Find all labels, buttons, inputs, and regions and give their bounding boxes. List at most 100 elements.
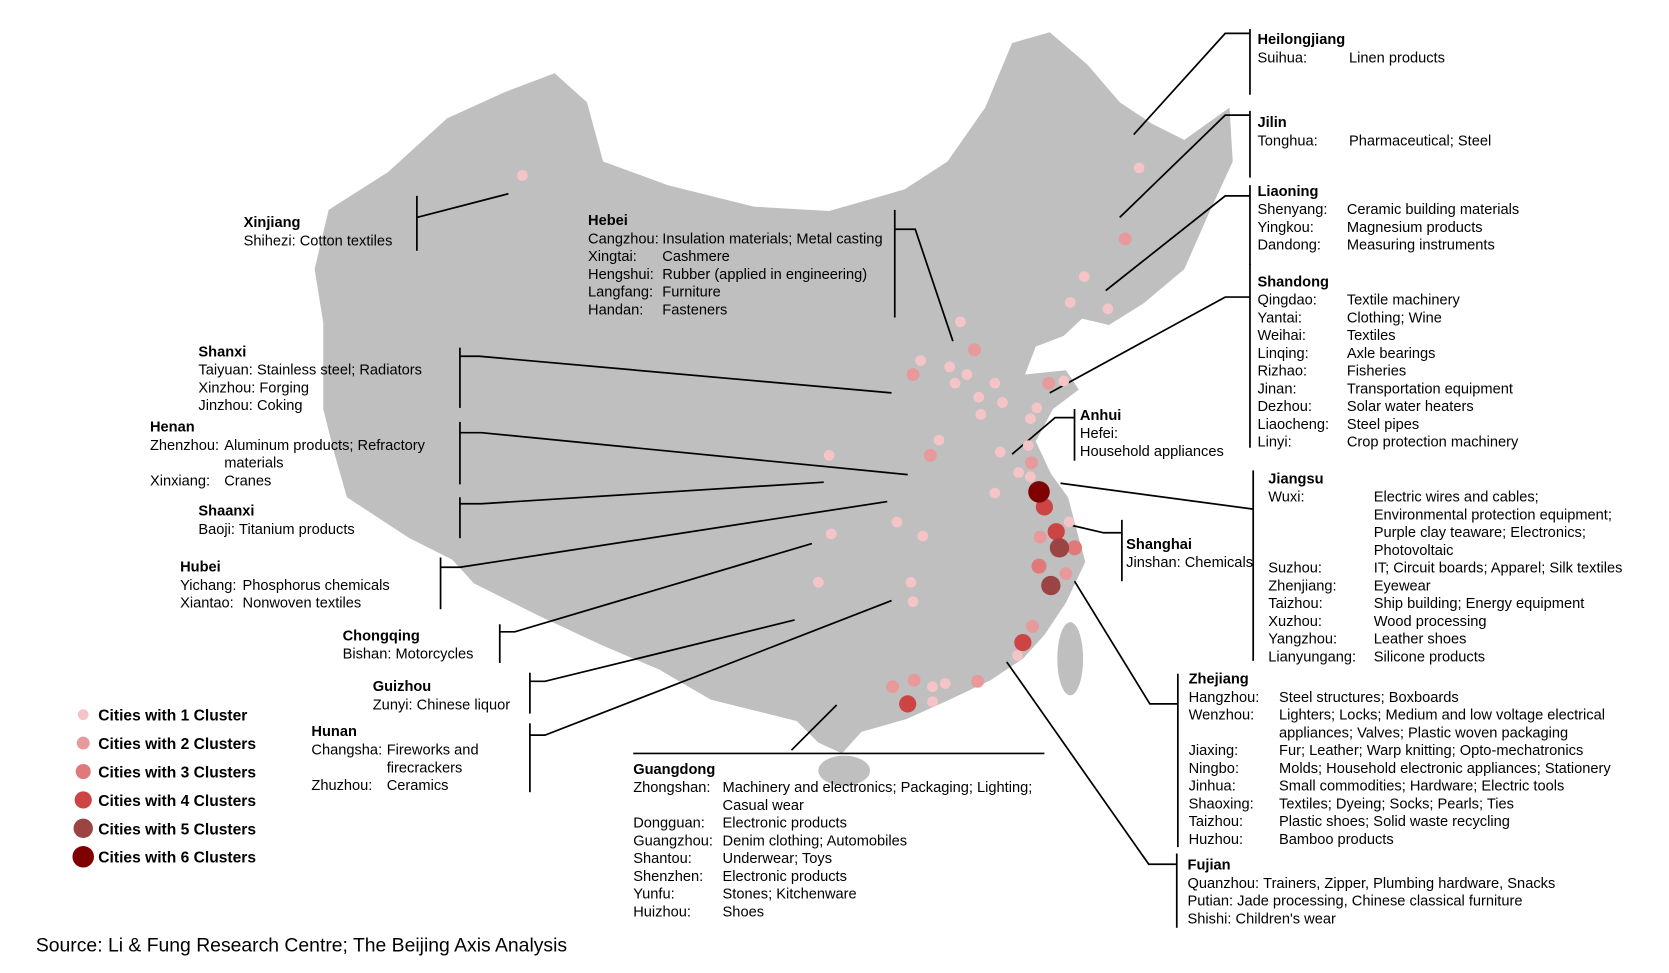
city-name: Hefei:: [1080, 426, 1118, 442]
city-products: Cranes: [224, 473, 271, 489]
city-dot-1-cluster: [994, 446, 1006, 458]
city-products: Stones; Kitchenware: [723, 887, 857, 903]
city-name: Zhenjiang:: [1268, 578, 1336, 594]
city-entry: Quanzhou: Trainers, Zipper, Plumbing har…: [1188, 876, 1556, 892]
province-label-guizhou: Guizhou Zunyi: Chinese liquor: [373, 679, 511, 713]
city-dot-5-cluster: [1041, 575, 1061, 596]
city-dot-1-cluster: [1012, 650, 1023, 661]
city-dot-1-cluster: [955, 316, 966, 328]
city-dot-1-cluster: [1102, 303, 1114, 315]
city-name: Jinhua:: [1189, 779, 1236, 795]
city-products: Household appliances: [1080, 444, 1224, 460]
city-dot-1-cluster: [1078, 271, 1090, 282]
city-products: Furniture: [662, 285, 721, 301]
city-name: Baoji:: [198, 522, 235, 538]
city-entry: Taiyuan: Stainless steel; Radiators: [198, 363, 422, 379]
city-products: Shoes: [723, 904, 764, 920]
city-name: Zhenzhou:: [150, 438, 219, 454]
taiwan-shape: [1057, 622, 1084, 696]
city-dot-1-cluster: [1064, 297, 1076, 308]
legend-label: Cities with 6 Clusters: [98, 850, 256, 867]
province-label-guangdong: Guangdong Zhongshan: Machinery and electro…: [633, 762, 1032, 921]
shaanxi-leader-line: [459, 481, 824, 505]
city-products: Children's wear: [1236, 911, 1336, 927]
province-name: Liaoning: [1257, 184, 1318, 200]
heilongjiang-leader-line: [1133, 32, 1250, 136]
city-name: Dongguan:: [633, 816, 705, 832]
city-products: Ceramic building materials: [1347, 202, 1519, 218]
city-dot-1-cluster: [989, 487, 1001, 499]
shanghai-leader-line: [1071, 524, 1122, 534]
city-products: Trainers, Zipper, Plumbing hardware, Sna…: [1263, 876, 1555, 892]
province-label-hebei: Hebei Cangzhou: Insulation materials; Meta…: [588, 213, 883, 318]
province-label-shaanxi: Shaanxi Baoji: Titanium products: [198, 504, 354, 538]
city-products: Crop protection machinery: [1347, 435, 1519, 451]
city-products: Electronic products: [723, 869, 847, 885]
city-name: Guangzhou:: [633, 833, 713, 849]
city-name: Shantou:: [633, 851, 692, 867]
city-products: Chinese liquor: [417, 697, 511, 713]
city-dot-1-cluster: [825, 528, 837, 540]
city-dot-1-cluster: [1022, 440, 1034, 451]
city-products: Phosphorus chemicals: [243, 578, 390, 594]
province-label-heilongjiang: Heilongjiang Suihua: Linen products: [1257, 32, 1444, 66]
china-mainland-shape: [314, 32, 1233, 754]
city-name: Suzhou:: [1268, 561, 1322, 577]
province-label-jiangsu: Jiangsu Wuxi: Electric wires and cables;En…: [1268, 471, 1622, 665]
city-name: Xingtai:: [588, 249, 637, 265]
fujian-leader-line: [1006, 661, 1177, 866]
city-name: Taizhou:: [1268, 596, 1322, 612]
province-label-liaoning: Liaoning Shenyang: Ceramic building materi…: [1257, 184, 1519, 254]
city-name: Qingdao:: [1257, 293, 1316, 309]
city-dot-1-cluster: [1013, 467, 1024, 478]
city-name: Cangzhou:: [588, 231, 659, 247]
city-name: Yantai:: [1257, 310, 1301, 326]
city-cluster-dots: [516, 162, 1145, 713]
city-dot-4-cluster: [1014, 633, 1032, 652]
province-name: Chongqing: [343, 628, 420, 644]
source-note: Source: Li & Fung Research Centre; The B…: [36, 934, 567, 956]
city-products: Stainless steel; Radiators: [257, 363, 422, 379]
city-name: Quanzhou:: [1188, 876, 1260, 892]
city-products: Fisheries: [1347, 364, 1406, 380]
city-products: Magnesium products: [1347, 220, 1483, 236]
city-name: Hangzhou:: [1189, 690, 1260, 706]
city-products: Silicone products: [1374, 649, 1485, 665]
city-products: Insulation materials; Metal casting: [662, 231, 882, 247]
city-dot-2-cluster: [967, 343, 981, 357]
city-dot-1-cluster: [1058, 375, 1070, 387]
province-label-shandong: Shandong Qingdao: Textile machinery Yantai:…: [1257, 274, 1519, 450]
city-products: Titanium products: [239, 522, 355, 538]
shandong-leader-line: [1049, 296, 1250, 394]
legend-label: Cities with 5 Clusters: [98, 821, 256, 838]
guizhou-leader-line: [529, 619, 795, 683]
city-products: Pharmaceutical; Steel: [1349, 133, 1491, 149]
province-name: Shanghai: [1126, 537, 1192, 553]
city-name: Wuxi:: [1268, 490, 1304, 506]
legend-item: Cities with 1 Cluster: [77, 708, 247, 725]
city-products: Photovoltaic: [1374, 543, 1454, 559]
city-name: Huzhou:: [1189, 832, 1243, 848]
city-name: Huizhou:: [633, 904, 691, 920]
legend-label: Cities with 1 Cluster: [98, 708, 247, 725]
province-name: Shaanxi: [198, 504, 254, 520]
city-name: Tonghua:: [1257, 133, 1317, 149]
city-products: Molds; Household electronic appliances; …: [1279, 761, 1611, 777]
city-dot-1-cluster: [917, 530, 929, 542]
guangdong-leader-line: [790, 704, 838, 751]
city-name: Xinzhou:: [198, 380, 255, 396]
province-name: Jiangsu: [1268, 471, 1323, 487]
city-entry: Baoji: Titanium products: [198, 522, 354, 538]
city-dot-4-cluster: [1035, 498, 1053, 516]
city-dot-1-cluster: [961, 369, 973, 380]
leader-lines: [416, 29, 1255, 928]
city-products: Steel structures; Boxboards: [1279, 690, 1459, 706]
legend-dot-icon: [75, 763, 91, 780]
city-entry: Bishan: Motorcycles: [343, 647, 474, 663]
city-dot-1-cluster: [997, 397, 1008, 408]
city-dot-1-cluster: [1031, 402, 1043, 414]
city-products: IT; Circuit boards; Apparel; Silk textil…: [1374, 561, 1623, 577]
province-label-hubei: Hubei Yichang: Phosphorus chemicals Xiantao…: [180, 560, 390, 612]
city-dot-4-cluster: [899, 695, 917, 713]
